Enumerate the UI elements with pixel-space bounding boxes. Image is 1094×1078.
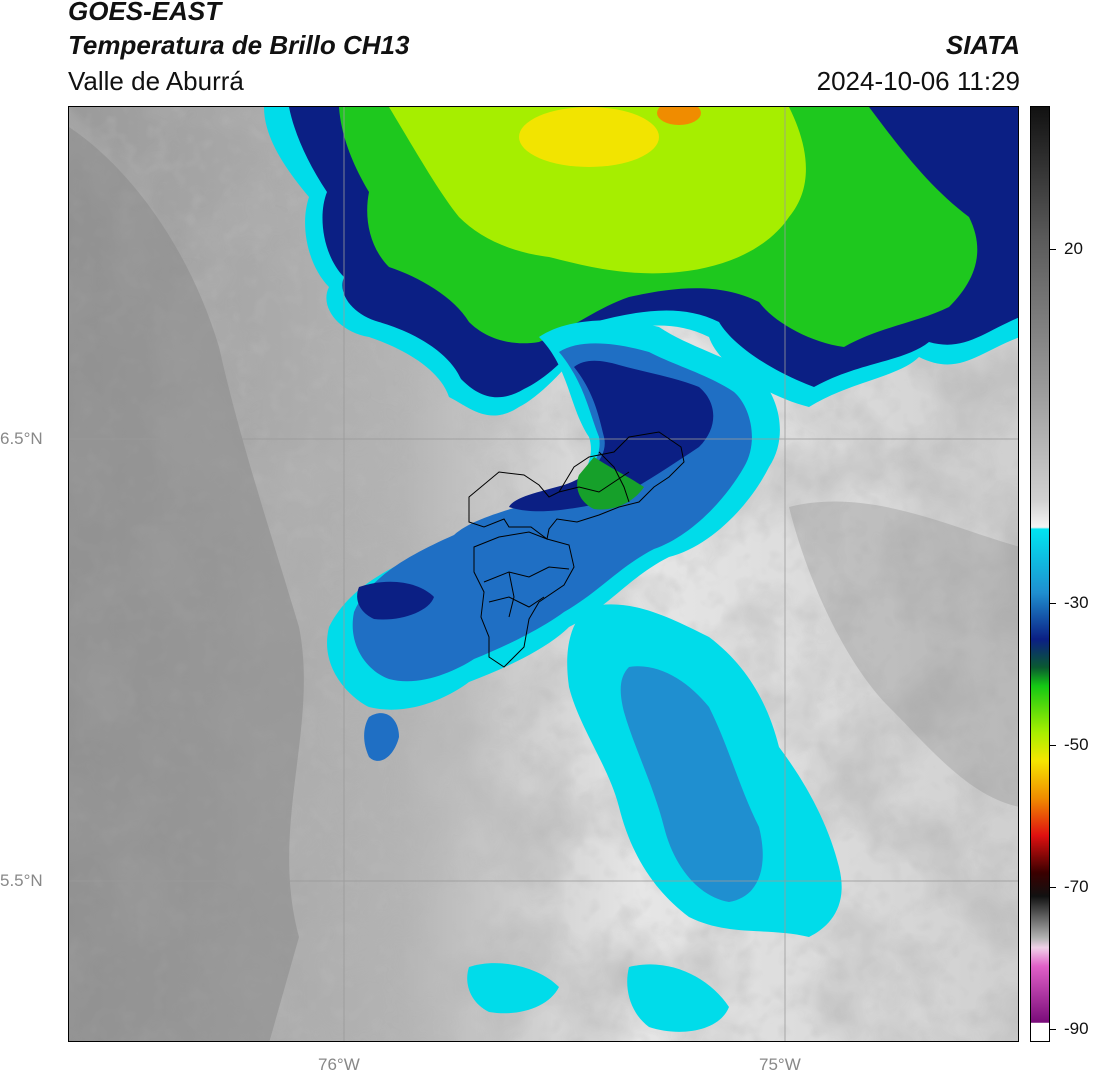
colorbar-label-minus30: -30 [1064, 593, 1089, 612]
colorbar-tick-minus90 [1050, 1029, 1056, 1030]
colorbar-tick-minus50 [1050, 745, 1056, 746]
boundary-inner-1 [558, 471, 630, 493]
region-label: Valle de Aburrá [68, 66, 244, 96]
colorbar-label-minus50: -50 [1064, 735, 1089, 754]
dark-region-west [69, 127, 304, 1041]
lon-label-76w: 76°W [318, 1055, 360, 1074]
colorbar-label-20: 20 [1064, 239, 1083, 258]
colorbar-tick-minus70 [1050, 887, 1056, 888]
boundary-inner-5 [508, 571, 515, 618]
south-fragment-cyan [467, 963, 559, 1014]
boundary-inner-2 [598, 451, 630, 503]
north-cloud-orange [657, 107, 701, 125]
colorbar-label-minus70: -70 [1064, 877, 1089, 896]
municipal-boundaries [468, 431, 685, 668]
colorbar [1030, 106, 1050, 1042]
boundary-north [468, 431, 685, 540]
lat-label-5-5: 5.5°N [0, 871, 43, 890]
colorbar-fill [1031, 107, 1049, 1041]
south-cloud-blue [620, 666, 763, 902]
satellite-map[interactable] [68, 106, 1019, 1042]
tail-cloud-navy [509, 360, 714, 512]
boundary-inner-4 [488, 596, 545, 608]
colorbar-label-minus90: -90 [1064, 1019, 1089, 1038]
southwest-blob-navy [357, 581, 434, 620]
gridlines [69, 107, 1018, 1041]
dark-region-east [789, 501, 1018, 807]
lon-label-75w: 75°W [759, 1055, 801, 1074]
satellite-title: GOES-EAST [68, 0, 222, 26]
datetime-label: 2024-10-06 11:29 [816, 66, 1020, 96]
boundary-inner-3 [483, 566, 570, 583]
organization-label: SIATA [945, 30, 1020, 60]
colorbar-gradient [1031, 107, 1049, 1041]
north-cloud-lime [389, 107, 806, 274]
map-image [69, 107, 1018, 1041]
west-fragment [364, 713, 399, 761]
product-title: Temperatura de Brillo CH13 [68, 30, 410, 60]
boundary-south [473, 531, 575, 668]
lat-label-6-5: 6.5°N [0, 429, 43, 448]
north-cloud-yellow [519, 107, 659, 167]
colorbar-tick-minus30 [1050, 603, 1056, 604]
south-fragment-cyan-2 [627, 964, 729, 1032]
colorbar-tick-20 [1050, 249, 1056, 250]
